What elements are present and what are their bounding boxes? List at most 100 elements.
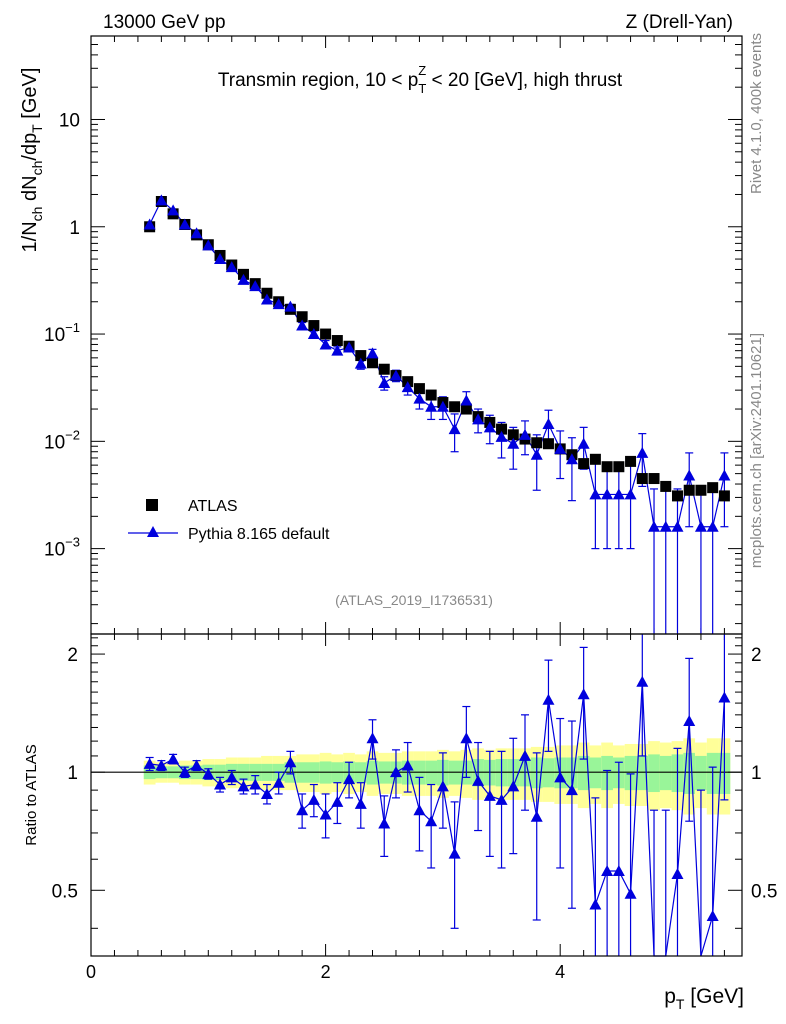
band-green — [695, 755, 707, 791]
pythia-point — [413, 392, 426, 404]
xlabel: pT [GeV] — [664, 985, 744, 1012]
main-panel-frame — [90, 35, 743, 635]
atlas-point — [367, 357, 379, 369]
pythia-point — [401, 381, 414, 393]
atlas-point — [460, 403, 472, 415]
atlas-point — [601, 461, 613, 473]
ratio-point — [167, 753, 180, 765]
pythia-point — [260, 293, 273, 305]
ratio-line — [149, 681, 726, 957]
pythia-point — [694, 520, 707, 532]
ratio-point — [636, 675, 649, 687]
pythia-point — [495, 430, 508, 442]
pythia-point — [542, 418, 555, 430]
atlas-point — [296, 311, 308, 323]
ratio-point — [178, 766, 191, 778]
atlas-point — [707, 482, 719, 494]
pythia-point — [648, 520, 661, 532]
pythia-point — [331, 344, 344, 356]
ratio-point — [554, 771, 567, 783]
pythia-point — [284, 300, 297, 312]
ratio-point — [530, 810, 543, 822]
ratio-point — [413, 804, 426, 816]
ratio-point — [483, 789, 496, 801]
pythia-point — [659, 520, 672, 532]
ratio-point — [366, 732, 379, 744]
pythia-point — [354, 357, 367, 369]
ratio-point — [378, 817, 391, 829]
ratio-point — [460, 732, 473, 744]
ratio-point — [319, 808, 332, 820]
x-tick-label: 4 — [555, 962, 565, 982]
ratio-point — [401, 759, 414, 771]
ratio-point — [190, 759, 203, 771]
pythia-point — [155, 194, 168, 206]
ratio-point — [389, 766, 402, 778]
header-left: 13000 GeV pp — [103, 12, 226, 33]
atlas-point — [578, 458, 590, 470]
ratio-point — [519, 749, 531, 761]
x-tick-label: 0 — [86, 962, 96, 982]
pythia-point — [472, 413, 485, 425]
pythia-point — [612, 488, 625, 500]
atlas-point — [355, 350, 367, 362]
ratio-point — [343, 773, 356, 785]
ratio-point — [296, 804, 309, 816]
atlas-point — [683, 484, 695, 496]
ratio-y-tick-label: 1 — [67, 763, 78, 784]
atlas-point — [320, 328, 332, 340]
pythia-point — [483, 421, 496, 433]
atlas-point — [542, 438, 554, 450]
ratio-point — [507, 780, 520, 792]
main-y-tick-label: 10−2 — [44, 427, 80, 453]
atlas-point — [425, 389, 437, 401]
ratio-point — [155, 759, 168, 771]
ratio-point — [472, 774, 485, 786]
ratio-point — [671, 868, 684, 880]
ratio-point — [706, 909, 719, 921]
main-y-tick-label: 10−3 — [44, 535, 80, 561]
ratio-point — [202, 767, 215, 779]
atlas-point — [331, 335, 343, 347]
ratio-y-tick-label-right: 1 — [751, 763, 762, 784]
header-right: Z (Drell-Yan) — [626, 12, 733, 33]
atlas-point — [449, 401, 461, 413]
pythia-point — [636, 446, 649, 458]
pythia-point — [706, 520, 719, 532]
pythia-point — [519, 428, 531, 440]
ratio-panel-frame — [90, 633, 743, 957]
ratio-point — [683, 715, 696, 727]
pythia-point — [460, 394, 473, 406]
atlas-point — [589, 453, 601, 465]
analysis-reference: (ATLAS_2019_I1736531) — [335, 592, 493, 608]
mcplots-label: mcplots.cern.ch [arXiv:2401.10621] — [748, 333, 765, 568]
ratio-point — [354, 797, 367, 809]
ratio-point — [284, 756, 297, 768]
atlas-point — [308, 320, 320, 332]
legend-atlas-label: ATLAS — [188, 498, 238, 515]
main-series-marks — [143, 194, 731, 634]
pythia-point — [272, 298, 285, 310]
ratio-point — [331, 795, 344, 807]
pythia-point — [214, 253, 227, 265]
pythia-point — [530, 448, 543, 460]
atlas-point — [718, 490, 730, 502]
atlas-point — [378, 363, 390, 375]
pythia-point — [436, 400, 449, 412]
band-green — [589, 757, 602, 789]
ratio-point — [225, 771, 238, 783]
pythia-point — [671, 520, 684, 532]
ratio-point — [307, 793, 320, 805]
pythia-point — [554, 442, 567, 454]
band-green — [659, 755, 672, 791]
atlas-point — [648, 473, 660, 485]
ratio-y-tick-label: 0.5 — [52, 881, 78, 902]
main-title: Transmin region, 10 < pTZ < 20 [GeV], hi… — [218, 63, 623, 96]
ratio-point — [214, 778, 227, 790]
ratio-point — [237, 780, 250, 792]
band-green — [542, 758, 555, 788]
pythia-point — [589, 488, 602, 500]
ratio-y-tick-label-right: 0.5 — [751, 881, 777, 902]
pythia-point — [296, 319, 309, 331]
atlas-point — [660, 480, 672, 492]
